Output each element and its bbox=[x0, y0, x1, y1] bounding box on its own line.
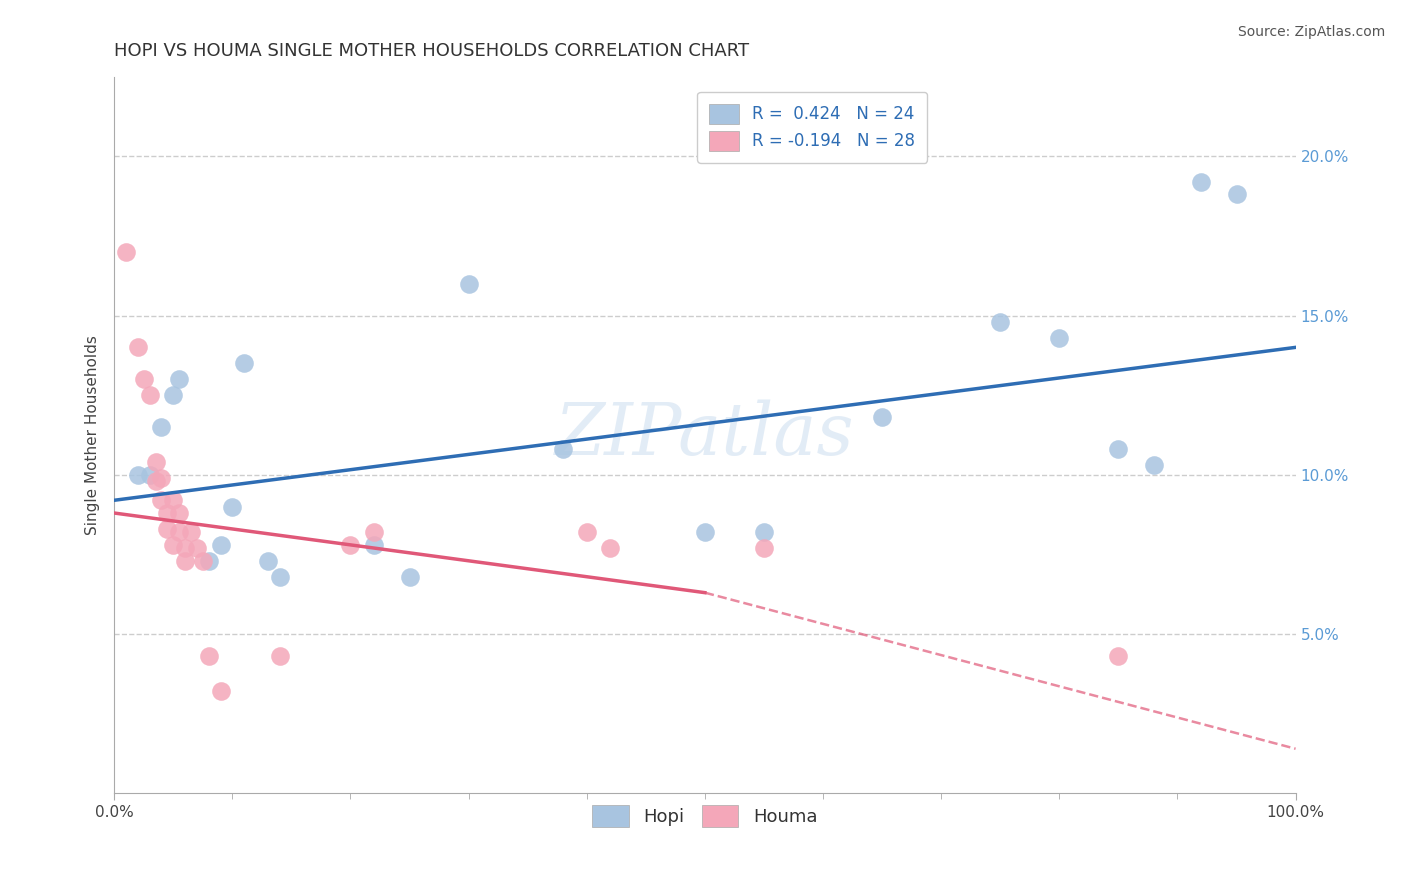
Text: HOPI VS HOUMA SINGLE MOTHER HOUSEHOLDS CORRELATION CHART: HOPI VS HOUMA SINGLE MOTHER HOUSEHOLDS C… bbox=[114, 42, 749, 60]
Point bbox=[138, 467, 160, 482]
Point bbox=[269, 649, 291, 664]
Text: ZIPatlas: ZIPatlas bbox=[555, 400, 855, 470]
Point bbox=[115, 244, 138, 259]
Point bbox=[221, 500, 243, 514]
Point bbox=[150, 493, 173, 508]
Point bbox=[127, 467, 149, 482]
Point bbox=[1189, 175, 1212, 189]
Point bbox=[339, 538, 361, 552]
Point bbox=[363, 538, 385, 552]
Point bbox=[575, 525, 598, 540]
Point bbox=[1107, 442, 1129, 457]
Point bbox=[256, 554, 278, 568]
Point bbox=[752, 541, 775, 555]
Point bbox=[127, 340, 149, 354]
Point bbox=[132, 372, 155, 386]
Point bbox=[1047, 331, 1070, 345]
Point bbox=[150, 471, 173, 485]
Point bbox=[156, 506, 179, 520]
Point bbox=[1143, 458, 1166, 473]
Point bbox=[167, 525, 190, 540]
Point bbox=[174, 554, 197, 568]
Point bbox=[457, 277, 479, 291]
Point bbox=[162, 493, 184, 508]
Point bbox=[156, 522, 179, 536]
Point bbox=[174, 541, 197, 555]
Point bbox=[1107, 649, 1129, 664]
Point bbox=[150, 420, 173, 434]
Point bbox=[191, 554, 214, 568]
Text: Source: ZipAtlas.com: Source: ZipAtlas.com bbox=[1237, 25, 1385, 39]
Point bbox=[752, 525, 775, 540]
Point bbox=[363, 525, 385, 540]
Point bbox=[186, 541, 208, 555]
Y-axis label: Single Mother Households: Single Mother Households bbox=[86, 335, 100, 535]
Legend: Hopi, Houma: Hopi, Houma bbox=[585, 798, 824, 835]
Point bbox=[197, 649, 219, 664]
Point bbox=[138, 388, 160, 402]
Point bbox=[167, 372, 190, 386]
Point bbox=[162, 388, 184, 402]
Point bbox=[162, 538, 184, 552]
Point bbox=[209, 684, 232, 698]
Point bbox=[167, 506, 190, 520]
Point bbox=[145, 474, 167, 488]
Point bbox=[269, 570, 291, 584]
Point bbox=[553, 442, 575, 457]
Point bbox=[693, 525, 716, 540]
Point bbox=[209, 538, 232, 552]
Point bbox=[599, 541, 621, 555]
Point bbox=[870, 410, 893, 425]
Point bbox=[180, 525, 202, 540]
Point bbox=[988, 315, 1011, 329]
Point bbox=[398, 570, 420, 584]
Point bbox=[233, 356, 256, 370]
Point bbox=[197, 554, 219, 568]
Point bbox=[1225, 187, 1247, 202]
Point bbox=[145, 455, 167, 469]
